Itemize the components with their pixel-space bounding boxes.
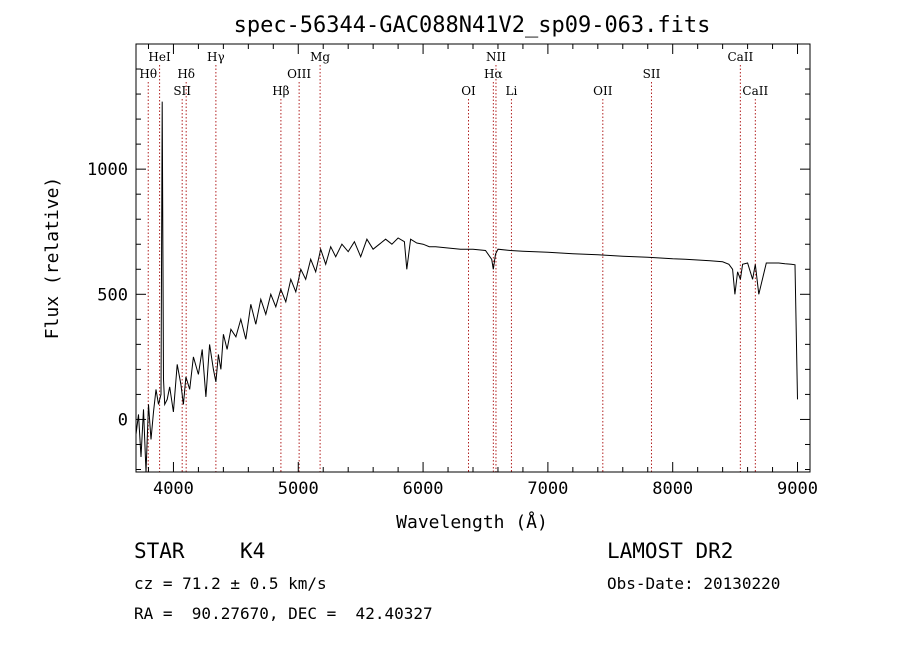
spectral-line-label: OIII: [287, 67, 311, 81]
spectral-line-label: OII: [593, 84, 613, 98]
spectral-line-label: NII: [486, 50, 506, 64]
x-tick-label: 8000: [652, 479, 693, 499]
spectral-line-label: Hδ: [177, 67, 195, 81]
x-tick-label: 4000: [153, 479, 194, 499]
spectral-line-label: CaII: [727, 50, 753, 64]
redshift-text: cz = 71.2 ± 0.5 km/s: [134, 574, 327, 593]
spectral-line-label: Hθ: [139, 67, 157, 81]
spectral-line-label: Hα: [484, 67, 503, 81]
spectral-line-label: CaII: [742, 84, 768, 98]
y-axis-label: Flux (relative): [42, 177, 63, 340]
plot-frame: [135, 43, 811, 473]
spectral-line-label: Hβ: [272, 84, 289, 98]
axis-ticks: 4000 5000 6000 7000 8000 9000 0 500 1000: [87, 44, 818, 499]
x-tick-label: 6000: [403, 479, 444, 499]
spectral-line-label: HeI: [148, 50, 171, 64]
object-subclass: K4: [240, 539, 266, 563]
x-tick-label: 5000: [278, 479, 319, 499]
x-axis-label: Wavelength (Å): [396, 511, 548, 533]
y-tick-label: 500: [97, 285, 128, 305]
x-tick-label: 9000: [777, 479, 818, 499]
obs-date: Obs-Date: 20130220: [607, 574, 781, 593]
spectral-line-label: Li: [506, 84, 518, 98]
y-tick-label: 1000: [87, 160, 128, 180]
line-markers: HeI Hγ Mg NII CaII Hθ Hδ OIII Hα SII SII Hβ OI Li OII C…: [139, 50, 768, 472]
chart-title: spec-56344-GAC088N41V2_sp09-063.fits: [234, 13, 711, 38]
survey-name: LAMOST DR2: [607, 539, 734, 563]
y-tick-label: 0: [118, 410, 128, 430]
spectrum-line: [135, 101, 798, 473]
spectral-line-label: Mg: [310, 50, 330, 64]
spectral-line-label: SII: [643, 67, 661, 81]
object-class: STAR: [134, 539, 185, 563]
spectral-line-label: OI: [461, 84, 476, 98]
spectral-line-label: SII: [173, 84, 191, 98]
coords-text: RA = 90.27670, DEC = 42.40327: [134, 604, 433, 623]
x-tick-label: 7000: [527, 479, 568, 499]
spectral-line-label: Hγ: [207, 50, 225, 64]
